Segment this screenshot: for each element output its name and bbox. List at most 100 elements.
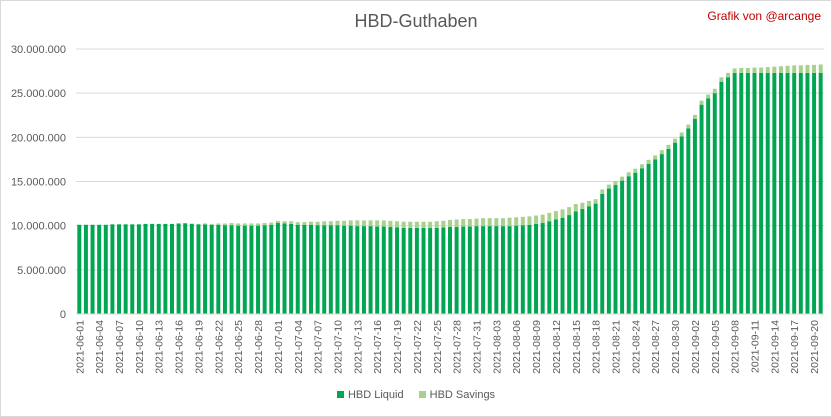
bar-hbd-savings — [573, 204, 578, 212]
bar-hbd-liquid — [580, 208, 585, 314]
bar-hbd-liquid — [487, 226, 492, 314]
bar-hbd-liquid — [560, 217, 565, 314]
bar-hbd-savings — [633, 168, 638, 173]
bar-hbd-liquid — [342, 225, 347, 314]
x-tick-label: 2021-07-28 — [452, 320, 464, 374]
legend-swatch-liquid — [336, 391, 344, 398]
bar-hbd-liquid — [759, 72, 764, 314]
bar-hbd-liquid — [136, 224, 141, 314]
bar-hbd-liquid — [752, 72, 757, 314]
bar-hbd-savings — [732, 68, 737, 73]
legend: HBD Liquid HBD Savings — [1, 389, 831, 401]
bar-hbd-savings — [414, 221, 419, 228]
bar-hbd-savings — [322, 221, 327, 226]
bar-hbd-savings — [481, 218, 486, 227]
bar-hbd-savings — [282, 221, 287, 224]
bar-hbd-savings — [309, 221, 313, 225]
bar-hbd-liquid — [739, 72, 744, 314]
x-tick-label: 2021-06-16 — [174, 320, 186, 374]
bar-hbd-savings — [739, 67, 744, 73]
bar-hbd-savings — [368, 220, 373, 227]
y-tick-label: 25.000.000 — [11, 88, 66, 100]
bar-hbd-liquid — [606, 188, 611, 314]
bar-hbd-liquid — [726, 77, 731, 315]
bar-hbd-savings — [434, 221, 439, 228]
x-tick-label: 2021-09-08 — [730, 320, 742, 374]
bar-hbd-liquid — [289, 223, 294, 314]
bar-hbd-savings — [752, 67, 757, 73]
bar-hbd-liquid — [90, 224, 95, 314]
bar-hbd-liquid — [169, 223, 174, 314]
bar-hbd-liquid — [567, 215, 572, 314]
bar-hbd-liquid — [778, 72, 783, 314]
bar-hbd-liquid — [203, 224, 208, 314]
bar-hbd-liquid — [500, 226, 505, 314]
bar-hbd-savings — [726, 72, 731, 78]
bar-hbd-liquid — [666, 148, 671, 314]
x-tick-label: 2021-06-19 — [193, 320, 205, 374]
bar-hbd-savings — [772, 66, 777, 73]
bar-hbd-savings — [507, 217, 512, 227]
bar-hbd-liquid — [785, 72, 790, 314]
bar-hbd-liquid — [388, 226, 393, 314]
bar-hbd-savings — [745, 67, 750, 73]
bar-hbd-liquid — [659, 154, 664, 314]
bars — [77, 64, 823, 315]
bar-hbd-liquid — [507, 226, 512, 314]
x-tick-label: 2021-09-20 — [809, 320, 821, 374]
bar-hbd-liquid — [527, 224, 532, 314]
bar-hbd-savings — [289, 221, 294, 224]
bar-hbd-savings — [229, 223, 234, 226]
bar-hbd-savings — [441, 220, 446, 228]
x-tick-label: 2021-08-30 — [670, 320, 682, 374]
bar-hbd-liquid — [639, 168, 644, 314]
bar-hbd-savings — [256, 223, 261, 226]
x-tick-label: 2021-06-07 — [114, 320, 126, 374]
bar-hbd-savings — [275, 220, 280, 224]
bar-hbd-savings — [269, 222, 274, 225]
x-tick-label: 2021-07-31 — [471, 320, 483, 374]
bar-hbd-savings — [249, 223, 254, 226]
bar-hbd-savings — [408, 221, 413, 228]
bar-hbd-savings — [461, 219, 466, 227]
bar-hbd-savings — [679, 132, 684, 137]
bar-hbd-savings — [653, 155, 658, 160]
bar-hbd-savings — [659, 150, 664, 155]
bar-hbd-savings — [236, 223, 241, 226]
bar-hbd-savings — [395, 221, 400, 228]
bar-hbd-liquid — [275, 223, 280, 314]
bar-hbd-liquid — [143, 223, 148, 314]
bar-hbd-liquid — [448, 226, 452, 314]
bar-hbd-liquid — [719, 81, 724, 314]
x-tick-label: 2021-07-19 — [392, 320, 404, 374]
bar-hbd-savings — [454, 219, 459, 227]
bar-hbd-liquid — [408, 227, 413, 314]
bar-hbd-liquid — [77, 224, 82, 314]
bar-hbd-liquid — [123, 224, 128, 314]
bar-hbd-liquid — [573, 211, 578, 314]
bar-hbd-liquid — [395, 227, 400, 314]
bar-hbd-liquid — [474, 226, 479, 314]
bar-hbd-savings — [514, 217, 519, 226]
bar-hbd-liquid — [481, 226, 486, 314]
bar-hbd-liquid — [805, 72, 810, 314]
chart-title: HBD-Guthaben — [354, 11, 478, 31]
bar-hbd-liquid — [679, 136, 684, 314]
bar-hbd-savings — [792, 65, 797, 73]
bar-hbd-savings — [765, 67, 770, 73]
bar-hbd-liquid — [348, 225, 353, 314]
x-tick-label: 2021-06-28 — [253, 320, 265, 374]
bar-hbd-liquid — [97, 224, 102, 314]
legend-item-savings: HBD Savings — [418, 389, 496, 401]
x-tick-label: 2021-07-16 — [372, 320, 384, 374]
x-tick-label: 2021-08-03 — [491, 320, 503, 374]
axes: 0 5.000.000 10.000.000 15.000.000 20.000.000… — [11, 44, 824, 374]
bar-hbd-savings — [778, 66, 783, 73]
bar-hbd-savings — [706, 94, 711, 99]
bar-hbd-liquid — [163, 223, 168, 314]
bar-hbd-savings — [375, 220, 380, 227]
x-tick-label: 2021-08-27 — [650, 320, 662, 374]
legend-label-savings: HBD Savings — [429, 389, 496, 401]
bar-hbd-liquid — [732, 72, 737, 314]
x-tick-label: 2021-07-04 — [293, 320, 305, 374]
